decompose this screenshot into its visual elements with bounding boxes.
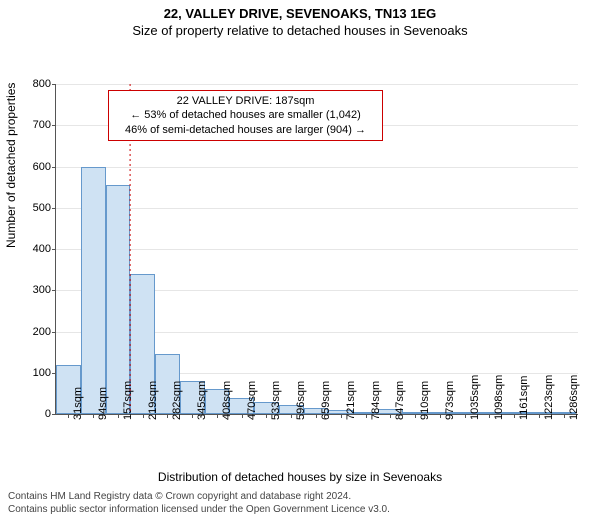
xtick-mark bbox=[68, 414, 69, 418]
xtick-mark bbox=[366, 414, 367, 418]
xtick-mark bbox=[415, 414, 416, 418]
xtick-mark bbox=[242, 414, 243, 418]
ytick-label: 700 bbox=[33, 119, 51, 131]
footer: Contains HM Land Registry data © Crown c… bbox=[0, 484, 600, 516]
ytick-label: 0 bbox=[45, 408, 51, 420]
xtick-mark bbox=[217, 414, 218, 418]
annotation-line-3: 46% of semi-detached houses are larger (… bbox=[115, 123, 376, 137]
ytick-label: 100 bbox=[33, 367, 51, 379]
ytick-label: 600 bbox=[33, 161, 51, 173]
xtick-mark bbox=[390, 414, 391, 418]
xtick-mark bbox=[341, 414, 342, 418]
xtick-mark bbox=[440, 414, 441, 418]
xtick-mark bbox=[266, 414, 267, 418]
xtick-mark bbox=[291, 414, 292, 418]
footer-line-2: Contains public sector information licen… bbox=[8, 503, 592, 516]
ytick-label: 500 bbox=[33, 202, 51, 214]
page-subtitle: Size of property relative to detached ho… bbox=[0, 21, 600, 38]
page-title: 22, VALLEY DRIVE, SEVENOAKS, TN13 1EG bbox=[0, 0, 600, 21]
xtick-mark bbox=[316, 414, 317, 418]
xtick-mark bbox=[489, 414, 490, 418]
ytick-label: 800 bbox=[33, 78, 51, 90]
annotation-box: 22 VALLEY DRIVE: 187sqm← 53% of detached… bbox=[108, 90, 383, 141]
xtick-mark bbox=[539, 414, 540, 418]
ytick-label: 200 bbox=[33, 326, 51, 338]
ytick-label: 300 bbox=[33, 284, 51, 296]
chart-container: Number of detached properties 0100200300… bbox=[0, 38, 600, 468]
xtick-mark bbox=[118, 414, 119, 418]
xtick-mark bbox=[167, 414, 168, 418]
xtick-mark bbox=[143, 414, 144, 418]
xtick-mark bbox=[192, 414, 193, 418]
xtick-mark bbox=[514, 414, 515, 418]
xtick-mark bbox=[564, 414, 565, 418]
annotation-line-2: ← 53% of detached houses are smaller (1,… bbox=[115, 108, 376, 122]
ytick-mark bbox=[52, 414, 56, 415]
ytick-label: 400 bbox=[33, 243, 51, 255]
xtick-mark bbox=[465, 414, 466, 418]
annotation-line-1: 22 VALLEY DRIVE: 187sqm bbox=[115, 94, 376, 108]
footer-line-1: Contains HM Land Registry data © Crown c… bbox=[8, 490, 592, 503]
xtick-mark bbox=[93, 414, 94, 418]
x-axis-label: Distribution of detached houses by size … bbox=[0, 470, 600, 484]
y-axis-label: Number of detached properties bbox=[4, 83, 18, 248]
histogram-plot: 010020030040050060070080031sqm94sqm157sq… bbox=[55, 84, 578, 415]
